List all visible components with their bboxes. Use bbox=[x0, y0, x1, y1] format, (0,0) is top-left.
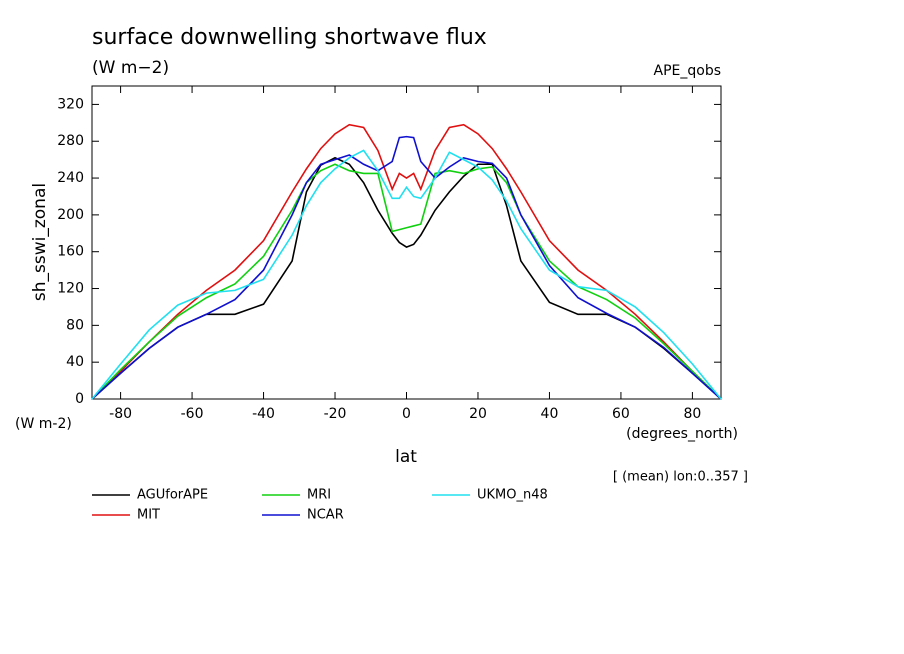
x-axis-label: lat bbox=[395, 447, 417, 467]
x-tick-label: 0 bbox=[402, 406, 411, 422]
y-tick-label: 40 bbox=[66, 354, 84, 370]
x-tick-label: -60 bbox=[181, 406, 204, 422]
legend-label: AGUforAPE bbox=[137, 488, 208, 503]
legend-label: MIT bbox=[137, 508, 160, 523]
y-tick-label: 280 bbox=[57, 133, 84, 149]
note: [ (mean) lon:0..357 ] bbox=[613, 470, 748, 485]
y-tick-label: 200 bbox=[57, 207, 84, 223]
chart-title: surface downwelling shortwave flux bbox=[92, 25, 487, 50]
series-line bbox=[91, 156, 722, 400]
plot-frame bbox=[91, 85, 722, 400]
y-tick-label: 120 bbox=[57, 281, 84, 297]
x-tick-label: 80 bbox=[683, 406, 701, 422]
legend-label: MRI bbox=[307, 488, 331, 503]
y-tick-label: 320 bbox=[57, 96, 84, 112]
x-tick-label: 60 bbox=[612, 406, 630, 422]
y-axis-label: sh_sswi_zonal bbox=[30, 183, 50, 301]
x-unit-label: (degrees_north) bbox=[626, 426, 738, 442]
y-tick-label: 0 bbox=[75, 391, 84, 407]
x-tick-label: 40 bbox=[541, 406, 559, 422]
y-tick-label: 80 bbox=[66, 317, 84, 333]
corner-label: APE_qobs bbox=[654, 63, 722, 79]
legend-label: UKMO_n48 bbox=[477, 488, 548, 503]
series-line bbox=[91, 149, 722, 400]
y-tick-label: 240 bbox=[57, 170, 84, 186]
series-line bbox=[91, 135, 722, 400]
chart-subtitle: (W m−2) bbox=[92, 58, 169, 78]
x-tick-label: -40 bbox=[252, 406, 275, 422]
y-unit-label: (W m-2) bbox=[15, 416, 72, 432]
series-line bbox=[91, 123, 722, 400]
y-tick-label: 160 bbox=[57, 244, 84, 260]
x-tick-label: -80 bbox=[109, 406, 132, 422]
x-tick-label: 20 bbox=[469, 406, 487, 422]
legend-label: NCAR bbox=[307, 508, 344, 523]
series-line bbox=[91, 163, 722, 400]
x-tick-label: -20 bbox=[324, 406, 347, 422]
